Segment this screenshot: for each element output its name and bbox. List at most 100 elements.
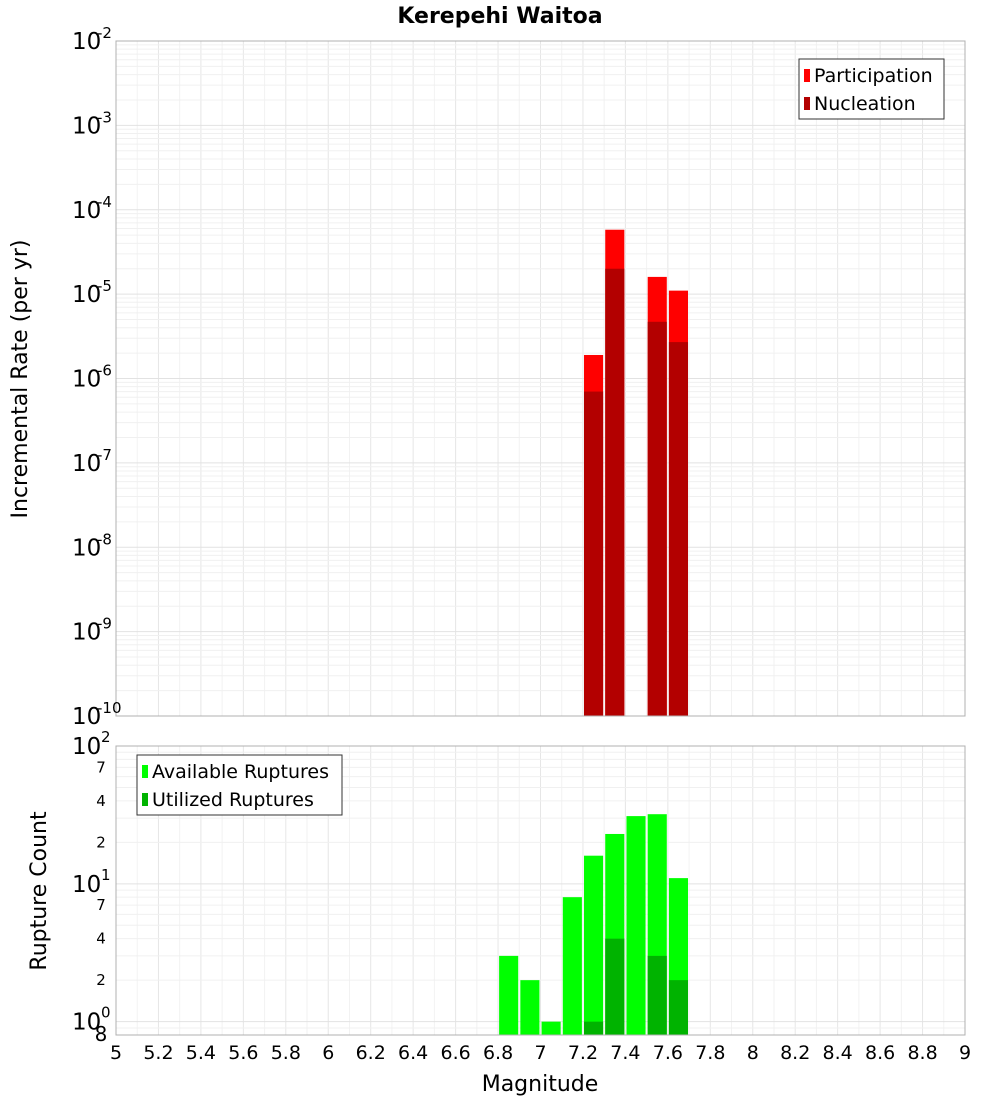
legend-swatch (142, 765, 148, 778)
tick-exponent: 1 (101, 866, 111, 884)
legend-label: Utilized Ruptures (152, 789, 314, 811)
x-tick-label: 5.8 (271, 1042, 301, 1064)
tick-exponent: -5 (97, 277, 112, 295)
y-tick-label: 10 2 (72, 728, 111, 760)
x-tick-label: 5 (110, 1042, 122, 1064)
tick-exponent: 2 (101, 728, 111, 746)
bar-available-ruptures (499, 955, 519, 1035)
bar-utilized-ruptures (605, 938, 625, 1035)
x-tick-label: 8.8 (907, 1042, 937, 1064)
y-minor-tick-label: 2 (96, 971, 106, 989)
x-tick-label: 5.4 (186, 1042, 216, 1064)
y-tick-label: 10 0 (72, 1004, 111, 1036)
tick-exponent: -3 (97, 108, 112, 126)
bar-utilized-ruptures (668, 980, 689, 1035)
y-tick-label: 10-4 (72, 193, 112, 224)
tick-base: 10 (72, 282, 101, 308)
tick-exponent: -10 (97, 699, 122, 717)
bar-available-ruptures (626, 816, 646, 1035)
bar-nucleation (668, 342, 689, 716)
tick-base: 10 (72, 451, 101, 477)
y-minor-tick-label: 7 (96, 896, 106, 914)
x-tick-label: 9 (959, 1042, 971, 1064)
x-tick-label: 6.4 (398, 1042, 428, 1064)
x-tick-label: 7.6 (653, 1042, 683, 1064)
bar-available-ruptures (541, 1021, 561, 1035)
tick-base: 10 (72, 704, 101, 730)
y-tick-label: 10 1 (72, 866, 111, 898)
x-tick-label: 8.6 (865, 1042, 895, 1064)
gridlines (115, 745, 966, 1036)
x-tick-label: 7.8 (695, 1042, 725, 1064)
legend: Available Ruptures Utilized Ruptures (136, 754, 343, 816)
legend-label: Participation (814, 65, 933, 87)
x-tick-label: 6.2 (356, 1042, 386, 1064)
tick-base: 10 (72, 872, 101, 898)
tick-base: 10 (72, 535, 101, 561)
bar-nucleation (605, 268, 625, 716)
legend-swatch (804, 97, 810, 110)
bar-nucleation (584, 391, 604, 716)
legend-swatch (804, 69, 810, 82)
x-tick-label: 8.4 (823, 1042, 853, 1064)
y-tick-label: 10-2 (72, 24, 112, 55)
y-tick-label: 10-7 (72, 446, 112, 477)
tick-base: 10 (72, 113, 101, 139)
legend-label: Available Ruptures (152, 761, 329, 783)
x-tick-label: 6.6 (440, 1042, 470, 1064)
tick-exponent: -7 (97, 446, 112, 464)
x-tick-label: 6 (322, 1042, 334, 1064)
incremental-rate-panel: ParticipationNucleation10-1010-910-810-7… (72, 24, 966, 730)
tick-base: 10 (72, 367, 101, 393)
y-minor-tick-label: 4 (96, 930, 106, 948)
x-tick-label: 5.2 (143, 1042, 173, 1064)
y-minor-tick-label: 7 (96, 758, 106, 776)
y-tick-label: 10-8 (72, 530, 112, 561)
bar-nucleation (647, 321, 667, 716)
x-tick-label: 7 (534, 1042, 546, 1064)
incremental-rate-axis-title: Incremental Rate (per yr) (8, 240, 33, 519)
tick-exponent: -6 (97, 362, 112, 380)
legend-box (798, 58, 945, 120)
legend: Participation Nucleation (798, 58, 945, 120)
x-tick-label: 5.6 (228, 1042, 258, 1064)
magnitude-axis-title: Magnitude (482, 1072, 599, 1097)
plot-frame (115, 745, 966, 1036)
x-tick-label: 7.2 (568, 1042, 598, 1064)
y-tick-label: 10-6 (72, 362, 112, 393)
x-tick-label: 8 (747, 1042, 759, 1064)
tick-exponent: -2 (97, 24, 112, 42)
gridlines (115, 40, 966, 717)
tick-base: 10 (72, 29, 101, 55)
tick-base: 10 (72, 620, 101, 646)
tick-exponent: 0 (101, 1004, 111, 1022)
legend-label: Nucleation (814, 93, 916, 115)
bar-utilized-ruptures (647, 955, 667, 1035)
bar-utilized-ruptures (584, 1021, 604, 1035)
legend-swatch (142, 793, 148, 806)
y-tick-label: 10-10 (72, 699, 122, 730)
tick-exponent: -9 (97, 615, 112, 633)
x-tick-label: 7.4 (610, 1042, 640, 1064)
y-tick-label: 10-9 (72, 615, 112, 646)
y-minor-tick-label: 8 (95, 1022, 108, 1046)
bar-available-ruptures (520, 980, 540, 1035)
x-tick-label: 8.2 (780, 1042, 810, 1064)
chart-title: Kerepehi Waitoa (397, 4, 602, 29)
tick-base: 10 (72, 734, 101, 760)
y-tick-label: 10-5 (72, 277, 112, 308)
y-minor-tick-label: 2 (96, 833, 106, 851)
bar-available-ruptures (562, 897, 582, 1035)
rupture-count-axis-title: Rupture Count (27, 811, 52, 971)
y-minor-tick-label: 4 (96, 792, 106, 810)
bar-available-ruptures (584, 855, 604, 1035)
bars (584, 229, 689, 717)
tick-base: 10 (72, 198, 101, 224)
tick-exponent: -4 (97, 193, 112, 211)
legend-box (136, 754, 343, 816)
bars (499, 814, 689, 1035)
x-tick-label: 6.8 (483, 1042, 513, 1064)
tick-exponent: -8 (97, 530, 112, 548)
